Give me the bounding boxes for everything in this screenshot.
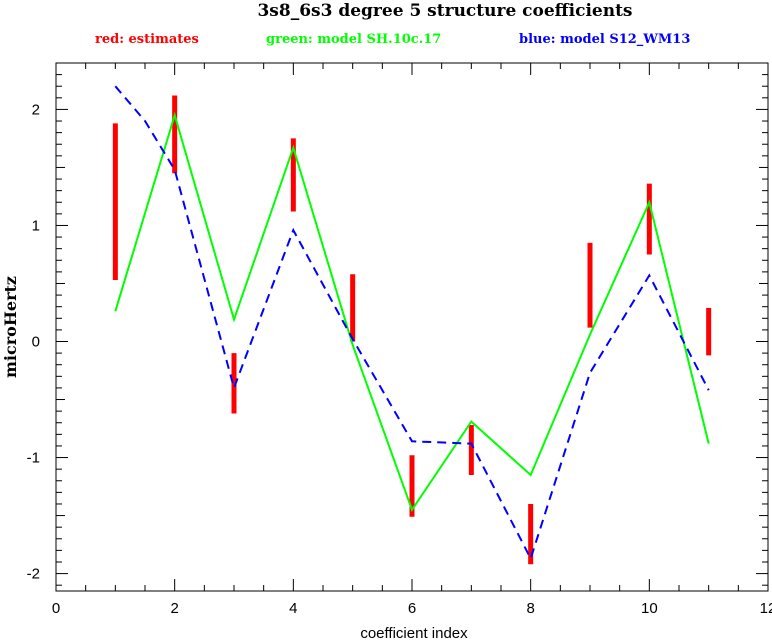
chart-title: 3s8_6s3 degree 5 structure coefficients: [257, 1, 632, 21]
y-tick-label: 1: [32, 217, 40, 234]
x-tick-label: 0: [52, 600, 60, 617]
legend: red: estimates green: model SH.10c.17 bl…: [95, 32, 690, 47]
legend-model-sh10c17: green: model SH.10c.17: [266, 32, 441, 47]
x-tick-label: 10: [641, 600, 658, 617]
y-axis-label: microHertz: [1, 276, 20, 378]
model-lines: [114, 85, 710, 562]
x-axis-label: coefficient index: [360, 625, 468, 641]
axis-ticks: [55, 62, 769, 591]
series-line-sh10c17: [114, 111, 710, 512]
x-tick-label: 8: [526, 600, 534, 617]
y-tick-label: 0: [32, 334, 40, 351]
x-tick-labels: 0 2 4 6 8 10 12: [52, 600, 772, 617]
y-tick-label: -1: [27, 450, 40, 467]
y-tick-label: 2: [32, 101, 40, 118]
x-tick-label: 6: [408, 600, 416, 617]
series-line-s12-wm13: [114, 85, 710, 562]
estimate-bars: [112, 95, 712, 565]
x-tick-label: 12: [760, 600, 772, 617]
legend-estimates: red: estimates: [95, 32, 199, 47]
y-tick-label: -2: [27, 566, 40, 583]
legend-model-s12-wm13: blue: model S12_WM13: [519, 32, 690, 47]
x-tick-label: 4: [289, 600, 297, 617]
y-tick-labels: -2 -1 0 1 2: [27, 101, 40, 582]
x-tick-label: 2: [170, 600, 178, 617]
